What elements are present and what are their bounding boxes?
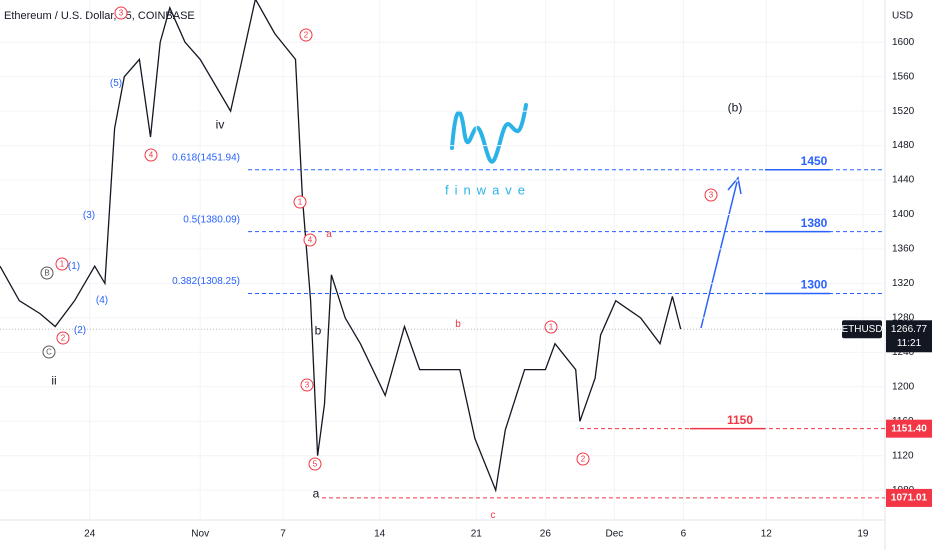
wave-label: 4 (308, 236, 313, 245)
x-tick-label: 14 (374, 529, 386, 540)
countdown-label: 11:21 (897, 338, 922, 349)
wave-label: c (491, 510, 496, 521)
price-tag (886, 419, 932, 438)
wave-circle (40, 266, 54, 280)
arrow-head (727, 176, 742, 195)
projection-arrow (700, 181, 738, 329)
target-label: 1450 (801, 154, 828, 168)
y-tick-label: 1400 (892, 209, 915, 220)
price-tag-label: 1151.40 (891, 423, 927, 434)
target-label: 1150 (727, 413, 753, 427)
wave-circle (144, 148, 158, 162)
price-tag-label: 1266.77 (891, 324, 928, 335)
target-label: 1380 (801, 216, 828, 230)
wave-circle (544, 320, 558, 334)
symbol-label: ETHUSD (841, 324, 882, 335)
wave-label: 2 (61, 334, 66, 343)
wave-circle (704, 188, 718, 202)
y-tick-label: 1200 (892, 381, 915, 392)
y-tick-label: 1520 (892, 106, 915, 117)
wave-circle (300, 378, 314, 392)
wave-label: 1 (298, 198, 303, 207)
wave-circle (114, 6, 128, 20)
fib-label: 0.382(1308.25) (172, 276, 240, 287)
wave-label: (2) (74, 325, 86, 336)
x-tick-label: Dec (605, 529, 623, 540)
wave-circle (56, 331, 70, 345)
y-tick-label: 1560 (892, 71, 915, 82)
y-tick-label: 1600 (892, 37, 915, 48)
wave-label: B (44, 269, 49, 278)
wave-label: (3) (83, 210, 95, 221)
wave-label: 2 (581, 455, 586, 464)
x-tick-label: 21 (471, 529, 483, 540)
wave-label: iv (216, 118, 225, 132)
x-tick-label: 26 (540, 529, 552, 540)
wave-label: (1) (68, 261, 80, 272)
wave-label: (b) (728, 101, 743, 115)
wave-label: 4 (149, 151, 154, 160)
y-tick-label: 1440 (892, 175, 915, 186)
x-tick-label: Nov (191, 529, 209, 540)
wave-label: b (315, 324, 322, 338)
wave-label: b (455, 319, 461, 330)
wave-label: 5 (313, 460, 318, 469)
y-tick-label: 1480 (892, 140, 915, 151)
logo (450, 103, 528, 164)
wave-label: 1 (549, 323, 554, 332)
x-tick-label: 19 (857, 529, 869, 540)
wave-circle (299, 28, 313, 42)
price-line (0, 0, 682, 493)
wave-label: C (46, 348, 52, 357)
chart-title: Ethereum / U.S. Dollar, 45, COINBASE (4, 10, 195, 22)
wave-label: 1 (60, 260, 65, 269)
wave-label: (5) (110, 78, 122, 89)
wave-label: 3 (709, 191, 714, 200)
fib-label: 0.618(1451.94) (172, 152, 240, 163)
wave-label: 3 (119, 9, 124, 18)
brand: finwave (445, 182, 531, 197)
wave-label: 2 (304, 31, 309, 40)
fib-label: 0.5(1380.09) (183, 214, 240, 225)
wave-circle (55, 257, 69, 271)
wave-label: (4) (96, 295, 108, 306)
y-tick-label: 1280 (892, 313, 915, 324)
symbol-tag (842, 320, 882, 339)
y-tick-label: 1120 (892, 450, 914, 461)
y-tick-label: 1320 (892, 278, 915, 289)
wave-circle (576, 452, 590, 466)
x-tick-label: 24 (84, 529, 96, 540)
wave-circle (303, 233, 317, 247)
y-tick-label: 1240 (892, 347, 915, 358)
wave-label: a (326, 229, 332, 240)
wave-circle (42, 345, 56, 359)
y-tick-label: 1360 (892, 244, 915, 255)
price-tag-label: 1071.01 (891, 493, 928, 504)
wave-label: ii (51, 374, 56, 388)
price-tag (886, 320, 932, 353)
price-tag (886, 488, 932, 507)
target-label: 1300 (801, 278, 828, 292)
wave-label: 3 (305, 381, 310, 390)
wave-circle (308, 457, 322, 471)
x-tick-label: 7 (280, 529, 286, 540)
wave-label: a (313, 487, 320, 501)
x-tick-label: 12 (761, 529, 773, 540)
y-axis-label: USD (892, 11, 913, 22)
x-tick-label: 6 (681, 529, 687, 540)
wave-circle (293, 195, 307, 209)
